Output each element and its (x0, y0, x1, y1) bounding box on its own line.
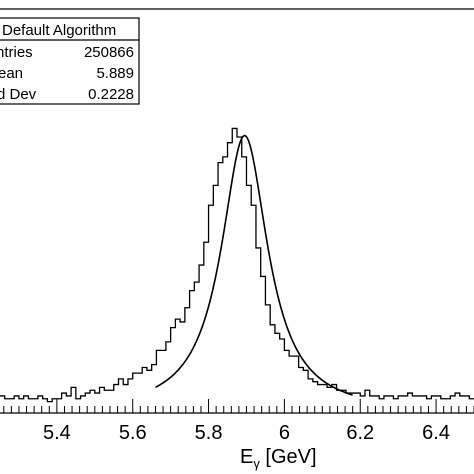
stats-box: Default Algorithm ntries 250866 ean 5.88… (0, 17, 140, 105)
x-axis-title: Eγ [GeV] (240, 446, 317, 471)
x-ticks (3, 399, 474, 413)
x-tick-labels: 5.4 5.6 5.8 6 6.2 6.4 (43, 422, 450, 444)
stats-value-stddev: 0.2228 (88, 86, 134, 103)
x-tick-label: 5.4 (43, 422, 71, 444)
stats-label-mean: ean (0, 65, 23, 82)
stats-value-mean: 5.889 (96, 65, 134, 82)
stats-box-frame (0, 17, 140, 105)
histogram-series (0, 127, 474, 403)
x-tick-label: 5.8 (195, 422, 223, 444)
stats-label-stddev: d Dev (0, 86, 37, 103)
x-axis-title-unit: [GeV] (260, 446, 317, 468)
stats-label-entries: ntries (0, 44, 33, 61)
stats-value-entries: 250866 (84, 44, 134, 61)
x-tick-label: 6.4 (422, 422, 450, 444)
fit-curve (155, 134, 353, 396)
x-axis-title-main: E (240, 446, 253, 468)
x-tick-label: 6.2 (346, 422, 374, 444)
x-axis-title-sub: γ (253, 456, 260, 471)
x-tick-label: 5.6 (119, 422, 147, 444)
x-tick-label: 6 (279, 422, 290, 444)
stats-title: Default Algorithm (2, 22, 116, 39)
